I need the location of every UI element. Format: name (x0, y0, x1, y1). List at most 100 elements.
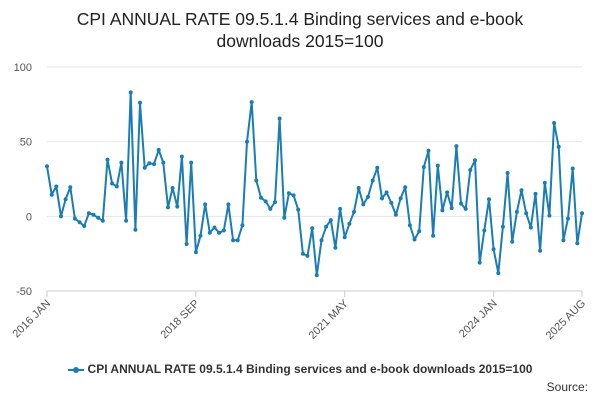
data-point (193, 250, 198, 255)
data-point (328, 218, 333, 223)
data-series (45, 90, 584, 278)
data-point (338, 206, 343, 211)
legend-marker (67, 365, 84, 375)
data-point (207, 230, 212, 235)
data-point (300, 251, 305, 256)
series-line (46, 91, 583, 277)
data-point (482, 228, 487, 233)
data-point (426, 148, 431, 153)
data-point (356, 186, 361, 190)
data-point (370, 178, 375, 183)
data-point (296, 207, 301, 212)
data-point (431, 233, 436, 238)
data-point (54, 184, 59, 189)
data-point (86, 211, 91, 216)
data-point (449, 206, 454, 211)
x-tick-label: 2016 JAN (10, 298, 53, 341)
data-point (263, 199, 268, 204)
data-point (198, 233, 203, 238)
data-point (142, 165, 147, 170)
data-point (175, 204, 180, 209)
data-point (491, 247, 496, 252)
data-point (575, 241, 580, 246)
data-point (245, 139, 249, 144)
data-point (77, 220, 82, 225)
data-point (542, 180, 547, 185)
data-point (49, 192, 54, 197)
data-point (533, 191, 538, 196)
data-point (133, 227, 138, 232)
data-point (547, 213, 552, 218)
data-point (566, 216, 570, 221)
chart-title-line-1: CPI ANNUAL RATE 09.5.1.4 Binding service… (76, 9, 524, 29)
data-point (286, 191, 291, 196)
data-point (556, 144, 561, 149)
data-point (72, 216, 77, 221)
data-point (500, 224, 505, 229)
data-point (445, 190, 450, 195)
data-point (477, 260, 482, 265)
data-point (184, 242, 189, 246)
data-point (454, 144, 459, 149)
data-point (412, 237, 417, 242)
data-point (277, 116, 282, 121)
legend[interactable]: CPI ANNUAL RATE 09.5.1.4 Binding service… (0, 362, 600, 376)
data-point (282, 215, 287, 220)
data-point (347, 221, 352, 226)
data-point (417, 229, 422, 234)
data-point (510, 239, 515, 244)
data-point (496, 271, 501, 276)
data-point (240, 223, 245, 228)
data-point (105, 157, 110, 162)
data-point (221, 228, 226, 233)
data-point (259, 195, 263, 200)
x-tick-label: 2025 AUG (544, 298, 588, 342)
data-point (45, 164, 49, 169)
data-point (110, 181, 115, 186)
y-axis-ticks: -50 0 50 100 (14, 62, 32, 298)
data-point (152, 162, 156, 167)
y-tick-label: -50 (16, 286, 32, 298)
data-point (319, 238, 324, 243)
source-label[interactable]: Source: (546, 380, 588, 394)
data-point (114, 184, 119, 189)
data-point (407, 223, 412, 228)
data-point (124, 218, 129, 223)
y-tick-label: 0 (26, 211, 32, 223)
data-point (82, 224, 87, 228)
data-point (366, 194, 370, 199)
data-point (398, 196, 403, 201)
data-point (580, 211, 584, 216)
data-point (352, 209, 356, 214)
data-point (524, 211, 529, 216)
data-point (189, 160, 194, 165)
data-point (96, 215, 101, 220)
x-axis-ticks: 2016 JAN 2018 SEP 2021 MAY 2024 JAN 2025 AUG (10, 291, 588, 342)
data-point (212, 225, 217, 230)
data-point (375, 165, 380, 170)
data-point (231, 238, 236, 243)
data-point (403, 185, 408, 190)
data-point (235, 238, 240, 243)
data-point (217, 230, 222, 235)
data-point (324, 224, 329, 229)
data-point (147, 161, 152, 166)
data-point (119, 160, 124, 165)
data-point (468, 168, 473, 172)
data-point (100, 218, 105, 223)
data-point (254, 178, 259, 183)
data-point (473, 158, 477, 163)
x-tick-label: 2024 JAN (457, 298, 500, 341)
data-point (310, 226, 315, 231)
data-point (63, 197, 68, 202)
data-point (440, 208, 445, 213)
data-point (561, 238, 566, 243)
data-point (273, 200, 277, 205)
chart-title-line-2: downloads 2015=100 (216, 31, 384, 51)
data-point (519, 188, 524, 193)
data-point (528, 225, 533, 230)
chart-title: CPI ANNUAL RATE 09.5.1.4 Binding service… (0, 8, 600, 52)
data-point (570, 166, 575, 171)
data-point (314, 273, 319, 278)
data-point (268, 206, 273, 211)
